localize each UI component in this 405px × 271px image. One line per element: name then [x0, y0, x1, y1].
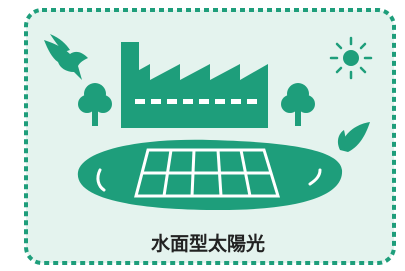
frame	[26, 10, 394, 263]
sun	[331, 38, 371, 78]
page: 水面型太陽光 (() => { const data = JSON.parse(…	[0, 0, 405, 271]
illustration: 水面型太陽光	[0, 0, 405, 271]
caption: 水面型太陽光	[151, 232, 265, 255]
